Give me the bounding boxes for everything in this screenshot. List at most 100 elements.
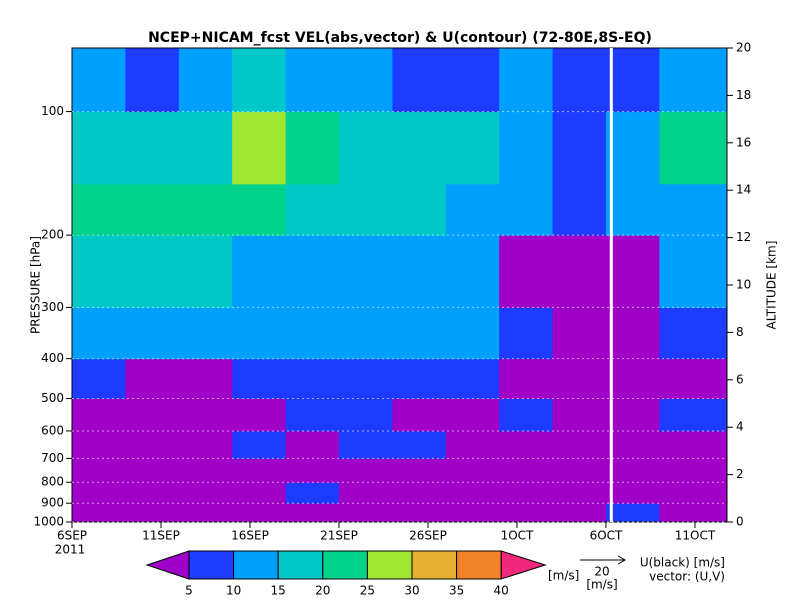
cell: [605, 398, 660, 432]
y-tick-label: 200: [41, 228, 64, 242]
colorbar-box: [456, 550, 502, 580]
cell: [605, 183, 660, 236]
cell: [338, 503, 393, 523]
x-tick-label: 11OCT: [675, 529, 716, 543]
cell: [552, 48, 607, 113]
cell: [125, 398, 180, 432]
cell: [178, 503, 233, 523]
x-tick-label: 16SEP: [231, 529, 269, 543]
cell: [125, 358, 180, 399]
cell: [605, 482, 660, 504]
y2-tick-label: 8: [736, 325, 744, 339]
cell: [659, 482, 728, 504]
cell: [338, 482, 393, 504]
cell: [178, 235, 233, 308]
colorbar-label: 40: [494, 584, 509, 598]
cell: [392, 48, 447, 113]
cell: [338, 111, 393, 185]
cell: [338, 398, 393, 432]
legend-u: U(black) [m/s]: [640, 556, 725, 570]
legend-vector: vector: (U,V): [649, 570, 725, 584]
y-tick-label: 300: [41, 300, 64, 314]
cell: [552, 183, 607, 236]
cell: [445, 430, 500, 459]
cell: [605, 430, 660, 459]
cell: [499, 503, 554, 523]
cell: [445, 307, 500, 360]
cell: [392, 111, 447, 185]
cell: [499, 358, 554, 399]
y2-tick-label: 20: [736, 41, 751, 55]
cell: [125, 307, 180, 360]
y-tick-label: 800: [41, 475, 64, 489]
cell: [552, 458, 607, 483]
cell: [285, 183, 340, 236]
cell: [285, 358, 340, 399]
cell: [232, 458, 287, 483]
cell: [445, 111, 500, 185]
cell: [392, 398, 447, 432]
y2-axis-label: ALTITUDE [km]: [765, 241, 779, 330]
cell: [392, 307, 447, 360]
vector-ref-head: [617, 555, 627, 565]
cell: [338, 458, 393, 483]
cell: [232, 430, 287, 459]
cell: [392, 503, 447, 523]
y2-tick-label: 10: [736, 278, 751, 292]
colorbar-box: [411, 550, 458, 580]
cell: [72, 503, 126, 523]
cell: [659, 503, 728, 523]
cell: [72, 458, 126, 483]
year-label: 2011: [55, 543, 86, 557]
cell: [605, 458, 660, 483]
y-tick-label: 600: [41, 423, 64, 437]
cell: [232, 48, 287, 113]
y2-tick-label: 14: [736, 183, 751, 197]
cell: [552, 503, 607, 523]
cell: [499, 48, 554, 113]
y2-tick-label: 2: [736, 467, 744, 481]
cell: [659, 398, 728, 432]
cell: [552, 430, 607, 459]
cell: [72, 183, 126, 236]
cell: [659, 358, 728, 399]
cell: [232, 398, 287, 432]
cell: [552, 398, 607, 432]
cell: [338, 358, 393, 399]
cell: [499, 398, 554, 432]
colorbar-box: [277, 550, 324, 580]
cell: [178, 482, 233, 504]
x-tick-label: 26SEP: [409, 529, 447, 543]
y2-tick-label: 18: [736, 88, 751, 102]
cell: [499, 307, 554, 360]
cell: [499, 482, 554, 504]
colorbar-label: 10: [226, 584, 241, 598]
x-tick-label: 1OCT: [501, 529, 534, 543]
colorbar-label: 30: [404, 584, 419, 598]
y2-tick-label: 12: [736, 230, 751, 244]
colorbar-high: [500, 550, 547, 580]
cell: [285, 111, 340, 185]
cell: [178, 430, 233, 459]
cell: [285, 235, 340, 308]
y2-tick-label: 6: [736, 372, 744, 386]
cell: [178, 307, 233, 360]
x-tick-label: 21SEP: [320, 529, 358, 543]
cell: [499, 111, 554, 185]
cell: [178, 398, 233, 432]
vector-unit: [m/s]: [586, 578, 617, 592]
cell: [338, 430, 393, 459]
cell: [605, 358, 660, 399]
cell: [125, 482, 180, 504]
cell: [125, 503, 180, 523]
colorbar-label: 5: [185, 584, 193, 598]
colorbar-low: [145, 550, 190, 580]
cell: [72, 48, 126, 113]
cell: [285, 430, 340, 459]
cell: [338, 48, 393, 113]
cell: [499, 183, 554, 236]
cell: [338, 235, 393, 308]
cell: [178, 183, 233, 236]
colorbar-box: [188, 550, 235, 580]
